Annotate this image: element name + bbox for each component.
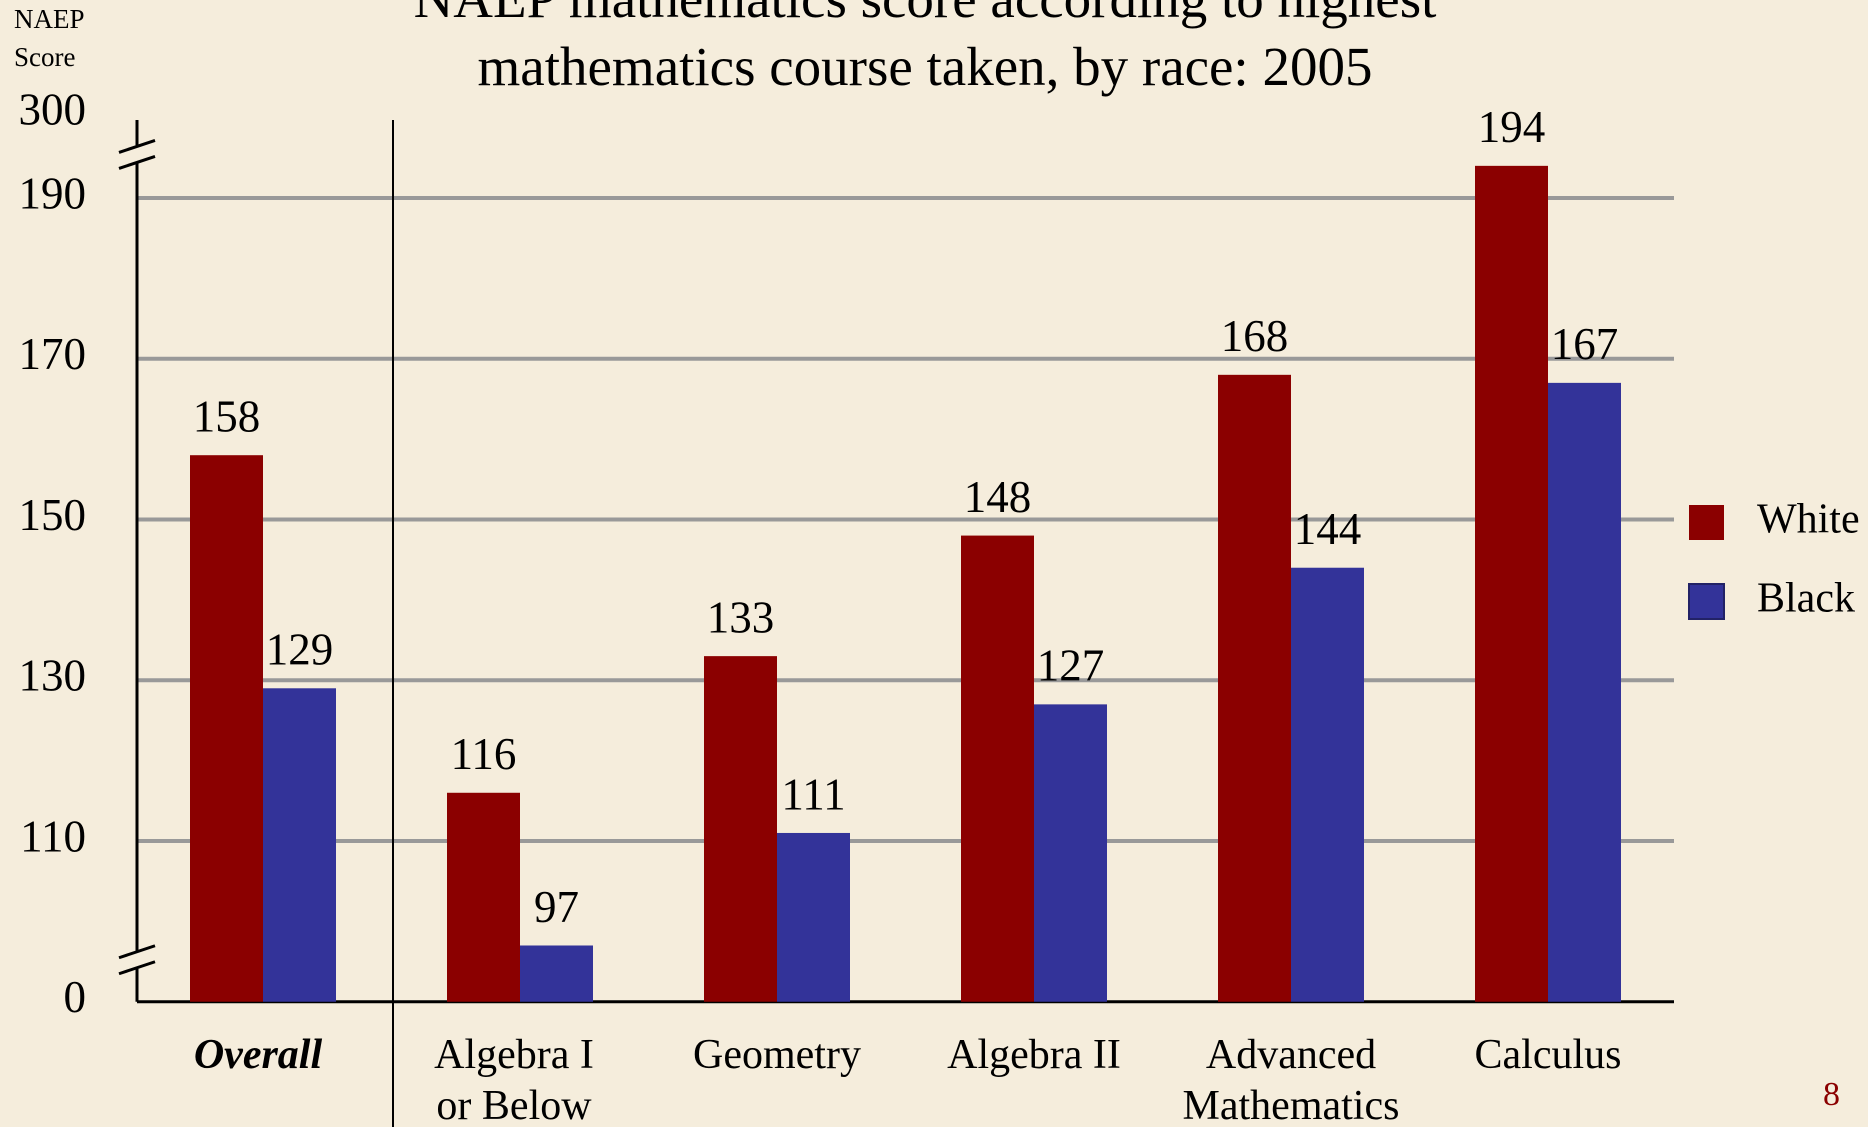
value-label: 158 <box>193 392 261 442</box>
y-tick-label: 170 <box>19 329 87 379</box>
y-tick-label: 150 <box>19 490 87 540</box>
value-label: 168 <box>1221 311 1289 361</box>
value-label: 148 <box>964 472 1032 522</box>
legend-label: White <box>1757 497 1860 543</box>
bar <box>520 945 593 1002</box>
value-label: 129 <box>266 625 334 675</box>
x-tick-label: Calculus <box>1475 1032 1622 1078</box>
bar <box>190 455 263 1002</box>
x-tick-label: Advanced Mathematics <box>1183 1032 1400 1127</box>
bar <box>263 688 336 1002</box>
y-tick-label: 110 <box>20 811 86 861</box>
bar <box>1291 567 1364 1002</box>
chart-title: NAEP mathematics score according to high… <box>414 0 1437 97</box>
bar <box>1218 374 1291 1002</box>
value-label: 144 <box>1294 504 1362 554</box>
value-label: 194 <box>1478 102 1546 152</box>
value-label: 133 <box>707 592 775 642</box>
bar <box>1034 704 1107 1002</box>
bar <box>447 792 520 1002</box>
bar <box>961 535 1034 1002</box>
legend-label: Black <box>1757 576 1855 622</box>
value-label: 127 <box>1037 641 1105 691</box>
bar <box>1548 382 1621 1002</box>
legend-swatch <box>1688 583 1725 620</box>
y-tick-label: 300 <box>19 85 87 135</box>
axis-break-mark <box>118 138 156 154</box>
value-label: 97 <box>534 882 579 932</box>
bar <box>704 656 777 1002</box>
y-axis-label: NAEP Score <box>14 4 85 72</box>
value-label: 167 <box>1551 319 1619 369</box>
page-number: 8 <box>1823 1076 1840 1113</box>
axis-break-mark <box>118 944 156 960</box>
value-label: 111 <box>781 769 845 819</box>
x-tick-label: Geometry <box>693 1032 861 1078</box>
x-tick-label: Overall <box>194 1032 323 1078</box>
y-tick-label: 130 <box>19 651 87 701</box>
value-label: 116 <box>451 729 517 779</box>
bar <box>1475 165 1548 1002</box>
axis-break-mark <box>118 154 156 170</box>
x-tick-label: Algebra II <box>947 1032 1121 1078</box>
axis-break-mark <box>118 960 156 976</box>
legend-swatch <box>1689 505 1724 540</box>
axis-break <box>129 950 145 969</box>
axis-break <box>129 145 145 164</box>
y-tick-label: 0 <box>64 972 87 1022</box>
bar <box>777 832 850 1002</box>
y-tick-label: 190 <box>19 168 87 218</box>
